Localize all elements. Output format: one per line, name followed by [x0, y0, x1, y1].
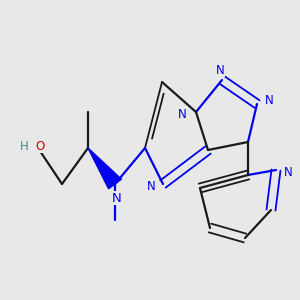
Text: N: N: [147, 179, 155, 193]
Polygon shape: [88, 148, 122, 189]
Text: N: N: [284, 166, 292, 178]
Text: N: N: [265, 94, 273, 107]
Text: H: H: [20, 140, 28, 152]
Text: N: N: [112, 191, 122, 205]
Text: O: O: [35, 140, 45, 152]
Text: N: N: [178, 107, 186, 121]
Text: N: N: [216, 64, 224, 76]
